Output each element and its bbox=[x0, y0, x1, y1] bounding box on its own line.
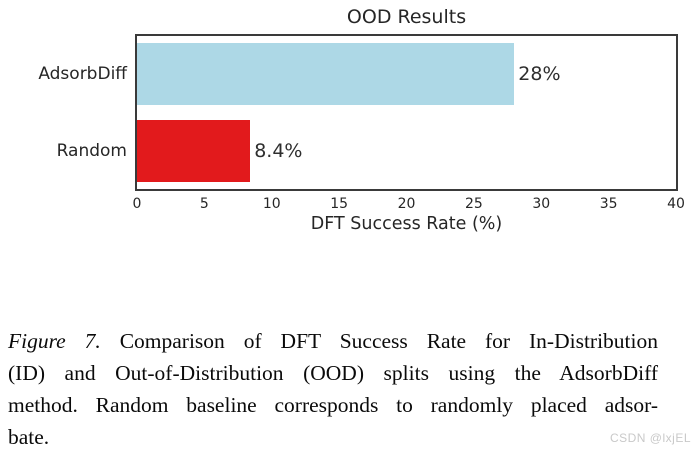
x-tick-label-25: 25 bbox=[464, 196, 483, 212]
x-tick-label-15: 15 bbox=[330, 196, 349, 212]
x-tick-label-40: 40 bbox=[667, 196, 685, 212]
watermark-text: CSDN @lxjEL bbox=[609, 431, 691, 445]
x-axis-label: DFT Success Rate (%) bbox=[310, 214, 503, 234]
x-tick-label-0: 0 bbox=[132, 196, 142, 212]
caption-line-3: method. Random baseline corresponds to r… bbox=[8, 393, 658, 417]
figure-number-label: Figure 7. bbox=[8, 329, 101, 353]
caption-line-2: (ID) and Out-of-Distribution (OOD) split… bbox=[8, 361, 658, 385]
bar-random bbox=[137, 119, 251, 182]
x-tick-label-5: 5 bbox=[199, 196, 209, 212]
bar-value-label-random: 8.4% bbox=[254, 139, 303, 162]
bar-adsorbdiff bbox=[137, 43, 515, 106]
y-tick-label-random: Random bbox=[56, 140, 127, 161]
x-tick-label-30: 30 bbox=[532, 196, 551, 212]
y-tick-label-adsorbdiff: AdsorbDiff bbox=[38, 64, 127, 85]
x-tick-label-35: 35 bbox=[599, 196, 618, 212]
plot-area bbox=[135, 34, 678, 191]
caption-line-1: Figure 7. Comparison of DFT Success Rate… bbox=[8, 325, 658, 357]
figure-caption: Figure 7. Comparison of DFT Success Rate… bbox=[8, 325, 658, 453]
caption-line-4: bate. bbox=[8, 425, 50, 449]
bar-value-label-adsorbdiff: 28% bbox=[518, 63, 561, 86]
x-tick-label-10: 10 bbox=[262, 196, 281, 212]
x-tick-label-20: 20 bbox=[397, 196, 416, 212]
chart-title: OOD Results bbox=[346, 6, 467, 28]
caption-line-1-text: Comparison of DFT Success Rate for In-Di… bbox=[119, 329, 658, 353]
